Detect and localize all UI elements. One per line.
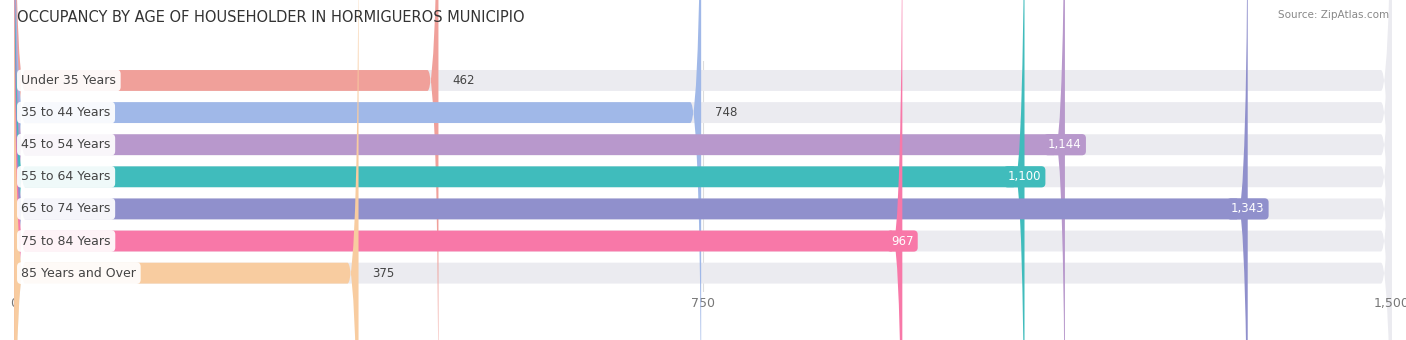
FancyBboxPatch shape — [14, 0, 1025, 340]
Text: 748: 748 — [714, 106, 737, 119]
FancyBboxPatch shape — [14, 0, 359, 340]
Text: Source: ZipAtlas.com: Source: ZipAtlas.com — [1278, 10, 1389, 20]
Text: 1,343: 1,343 — [1232, 202, 1264, 216]
FancyBboxPatch shape — [14, 0, 1392, 340]
Text: 1,100: 1,100 — [1008, 170, 1042, 183]
Text: 967: 967 — [891, 235, 914, 248]
FancyBboxPatch shape — [14, 0, 903, 340]
Text: 75 to 84 Years: 75 to 84 Years — [21, 235, 111, 248]
Text: 462: 462 — [453, 74, 475, 87]
Text: 45 to 54 Years: 45 to 54 Years — [21, 138, 111, 151]
Text: 65 to 74 Years: 65 to 74 Years — [21, 202, 111, 216]
FancyBboxPatch shape — [14, 0, 1392, 340]
FancyBboxPatch shape — [14, 0, 1392, 340]
FancyBboxPatch shape — [14, 0, 1392, 340]
Text: 375: 375 — [373, 267, 395, 279]
Text: 1,144: 1,144 — [1047, 138, 1081, 151]
FancyBboxPatch shape — [14, 0, 1247, 340]
Text: OCCUPANCY BY AGE OF HOUSEHOLDER IN HORMIGUEROS MUNICIPIO: OCCUPANCY BY AGE OF HOUSEHOLDER IN HORMI… — [17, 10, 524, 25]
Text: 85 Years and Over: 85 Years and Over — [21, 267, 136, 279]
Text: 35 to 44 Years: 35 to 44 Years — [21, 106, 111, 119]
FancyBboxPatch shape — [14, 0, 1064, 340]
FancyBboxPatch shape — [14, 0, 1392, 340]
Text: Under 35 Years: Under 35 Years — [21, 74, 117, 87]
Text: 55 to 64 Years: 55 to 64 Years — [21, 170, 111, 183]
FancyBboxPatch shape — [14, 0, 702, 340]
FancyBboxPatch shape — [14, 0, 1392, 340]
FancyBboxPatch shape — [14, 0, 1392, 340]
FancyBboxPatch shape — [14, 0, 439, 340]
